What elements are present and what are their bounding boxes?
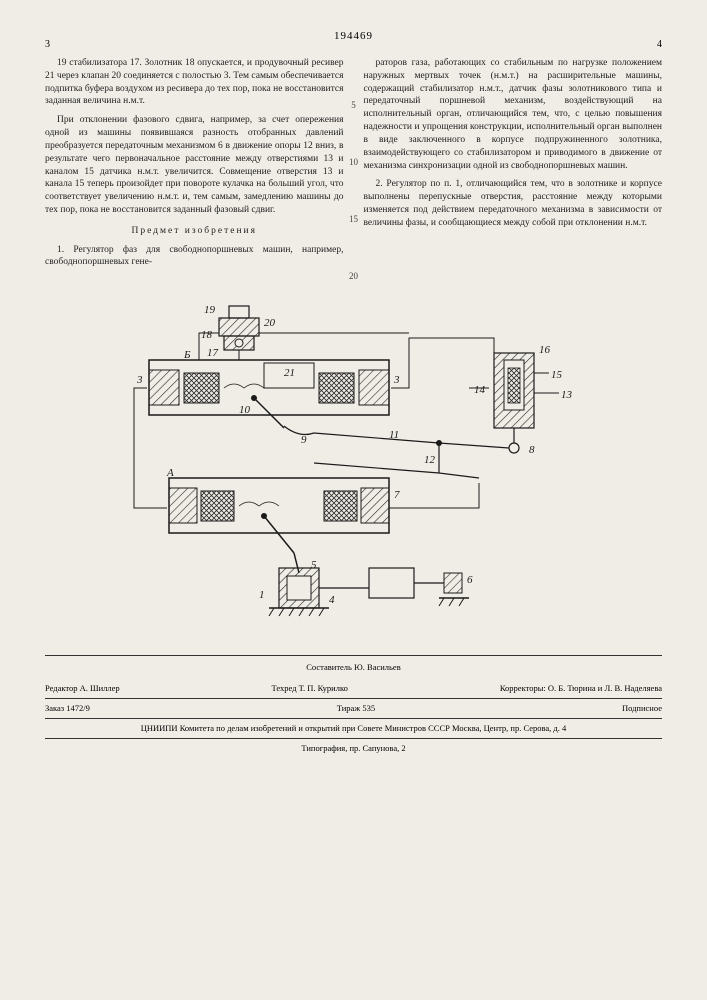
line-number: 20: [349, 271, 358, 281]
page-number-right: 4: [657, 39, 662, 50]
label-21: 21: [284, 367, 295, 379]
label-7: 7: [394, 489, 400, 501]
label-13: 13: [561, 389, 573, 401]
line-number: 15: [349, 214, 358, 224]
linkage: [314, 433, 509, 478]
bottom-mechanism: [269, 568, 469, 616]
label-15: 15: [551, 369, 563, 381]
label-18: 18: [201, 329, 213, 341]
machine-b: [149, 360, 389, 434]
label-17: 17: [207, 347, 219, 359]
footer-row-credits: Редактор А. Шиллер Техред Т. П. Курилко …: [45, 679, 662, 699]
footer-composer: Составитель Ю. Васильев: [45, 662, 662, 679]
footer-techred: Техред Т. П. Курилко: [272, 683, 348, 694]
label-19: 19: [204, 304, 216, 316]
footer-org: ЦНИИПИ Комитета по делам изобретений и о…: [45, 719, 662, 739]
label-16: 16: [539, 344, 551, 356]
label-3b: 3: [393, 374, 400, 386]
label-4: 4: [329, 594, 335, 606]
label-3a: 3: [136, 374, 143, 386]
paragraph: 2. Регулятор по п. 1, отличающийся тем, …: [364, 178, 663, 229]
text-columns: 3 4 5 10 15 20 19 стабилизатора 17. Золо…: [45, 57, 662, 275]
footer-subscription: Подписное: [622, 703, 662, 714]
label-a: А: [166, 467, 174, 479]
footer-row-order: Заказ 1472/9 Тираж 535 Подписное: [45, 699, 662, 719]
technical-diagram: 19 20 18 17 21 3 3 Б 10 9 16 15 14 13 8 …: [45, 293, 662, 643]
page-container: 194469 3 4 5 10 15 20 19 стабилизатора 1…: [0, 0, 707, 1000]
footer-tirage: Тираж 535: [337, 703, 375, 714]
paragraph: 1. Регулятор фаз для свободнопоршневых м…: [45, 244, 344, 270]
paragraph: раторов газа, работающих со стабильным п…: [364, 57, 663, 172]
column-left: 19 стабилизатора 17. Золотник 18 опускае…: [45, 57, 344, 275]
line-number: 5: [351, 100, 356, 110]
line-number: 10: [349, 157, 358, 167]
footer-correctors: Корректоры: О. Б. Тюрина и Л. В. Наделяе…: [500, 683, 662, 694]
valve-assembly: [219, 306, 259, 360]
label-1: 1: [259, 589, 265, 601]
sensor-assembly: [469, 353, 559, 453]
footer-editor: Редактор А. Шиллер: [45, 683, 120, 694]
footer-typography: Типография, пр. Сапунова, 2: [45, 739, 662, 758]
label-10: 10: [239, 404, 251, 416]
label-6: 6: [467, 574, 473, 586]
footer: Составитель Ю. Васильев Редактор А. Шилл…: [45, 655, 662, 758]
machine-a: [169, 478, 389, 573]
paragraph: При отклонении фазового сдвига, например…: [45, 114, 344, 217]
label-12: 12: [424, 454, 436, 466]
label-11: 11: [389, 429, 399, 441]
diagram-labels: 19 20 18 17 21 3 3 Б 10 9 16 15 14 13 8 …: [136, 304, 573, 606]
section-title: Предмет изобретения: [45, 225, 344, 238]
column-right: раторов газа, работающих со стабильным п…: [364, 57, 663, 275]
label-5: 5: [311, 559, 317, 571]
footer-order: Заказ 1472/9: [45, 703, 90, 714]
page-number-left: 3: [45, 39, 50, 50]
label-14: 14: [474, 384, 486, 396]
label-9: 9: [301, 434, 307, 446]
paragraph: 19 стабилизатора 17. Золотник 18 опускае…: [45, 57, 344, 108]
label-b: Б: [183, 349, 191, 361]
diagram-svg: 19 20 18 17 21 3 3 Б 10 9 16 15 14 13 8 …: [89, 298, 619, 638]
document-number: 194469: [45, 30, 662, 42]
label-20: 20: [264, 317, 276, 329]
label-8: 8: [529, 444, 535, 456]
